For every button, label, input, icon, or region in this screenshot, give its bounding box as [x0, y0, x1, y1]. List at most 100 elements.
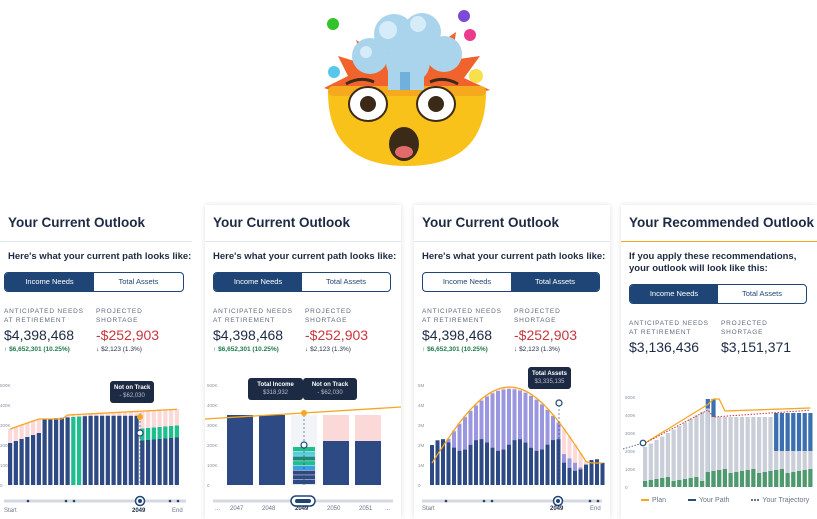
trajectory-line: [644, 409, 811, 444]
bar-path: [227, 415, 253, 485]
path-marker: [639, 439, 647, 447]
needs-value: $4,398,468: [213, 327, 284, 343]
view-toggle: Income Needs Total Assets: [422, 272, 600, 292]
bar-path: [688, 419, 693, 487]
bar-income: [479, 439, 484, 485]
view-toggle: Income Needs Total Assets: [213, 272, 391, 292]
axis-tick-label: 300K: [207, 423, 218, 428]
scrub-year-label: 2049: [550, 506, 564, 512]
scrub-end-label: End: [172, 508, 183, 514]
bar-green: [808, 469, 813, 487]
bar-green: [796, 471, 802, 487]
shortage-label: PROJECTED SHORTAGE: [96, 308, 143, 324]
arrow-up-icon: ↑: [213, 346, 219, 353]
bar-income: [545, 444, 550, 485]
timeline-scrubber[interactable]: [205, 495, 401, 519]
bar-income: [567, 467, 572, 485]
bar-path: [174, 437, 179, 485]
scrub-year-label: 2047: [230, 506, 244, 512]
tab-total-assets[interactable]: Total Assets: [511, 273, 599, 291]
history-line: [622, 442, 644, 450]
bar-path: [762, 417, 767, 487]
axis-tick-label: 500K: [207, 383, 218, 388]
tab-income-needs[interactable]: Income Needs: [442, 277, 492, 286]
bar-assets: [540, 404, 544, 485]
tab-income-needs[interactable]: Income Needs: [214, 273, 302, 291]
tab-total-assets[interactable]: Total Assets: [741, 289, 783, 298]
income-chart-bars: 500K 400K 300K 200K 100K 0: [0, 383, 179, 488]
bar-green: [757, 473, 762, 487]
bar-path: [808, 417, 813, 487]
bar-path: [42, 419, 47, 485]
shortage-delta: ↓ $2,123 (1.3%): [514, 346, 560, 353]
bar-path: [751, 417, 756, 487]
bar-income: [584, 464, 588, 485]
shortage-label: PROJECTED SHORTAGE: [721, 320, 768, 336]
bar-income: [578, 469, 583, 485]
bar-income: [551, 440, 555, 485]
path-marker: [555, 399, 563, 407]
bar-assets: [523, 392, 528, 485]
axis-tick-label: 5M: [418, 383, 425, 388]
bar-path: [25, 437, 30, 485]
bar-path: [146, 440, 151, 485]
panel-subtitle: If you apply these recommendations, your…: [629, 251, 797, 274]
bar-path: [117, 415, 122, 485]
bar-green: [768, 471, 773, 487]
bar-path: [48, 418, 53, 485]
scrub-year-label: 2049: [132, 508, 146, 514]
bar-path: [151, 439, 156, 485]
bar-income: [501, 449, 506, 485]
bar-green: [745, 470, 750, 487]
needs-delta: ↑ $6,652,301 (10.25%): [422, 346, 488, 353]
bar-income: [490, 447, 495, 485]
bar-income: [474, 440, 478, 485]
panel-title: Your Current Outlook: [422, 215, 559, 230]
axis-tick-label: 500K: [0, 383, 11, 388]
tab-total-assets[interactable]: Total Assets: [118, 277, 159, 286]
bar-income: [468, 444, 473, 485]
recommended-chart: 500K 400K 300K 200K 100K 0: [622, 395, 813, 489]
shortage-label: PROJECTED SHORTAGE: [305, 308, 352, 324]
axis-tick-label: 0: [207, 483, 210, 488]
axis-tick-label: 200K: [625, 449, 636, 454]
bar-path: [694, 415, 699, 487]
axis-tick-label: 2M: [418, 443, 425, 448]
panel-subtitle: Here's what your current path looks like…: [8, 251, 192, 262]
tab-income-needs[interactable]: Income Needs: [5, 273, 94, 291]
bar-path: [100, 415, 105, 485]
bar-path: [36, 433, 41, 485]
bar-path: [643, 447, 648, 487]
bar-income: [595, 459, 599, 485]
timeline-scrubber[interactable]: [0, 495, 192, 519]
tab-income-needs[interactable]: Income Needs: [630, 285, 718, 303]
chart-legend: Plan Your Path Your Trajectory: [641, 497, 817, 504]
bar-income: [452, 447, 456, 485]
bar-green: [791, 472, 796, 487]
bar-path: [134, 415, 139, 485]
bar-path: [774, 417, 779, 487]
bar-path: [140, 440, 145, 485]
path-marker: [300, 441, 308, 449]
bar-path: [71, 417, 76, 485]
scrub-end-label: End: [590, 506, 601, 512]
needs-label: ANTICIPATED NEEDS AT RETIREMENT: [213, 308, 293, 324]
bar-path: [785, 417, 790, 487]
bar-green: [711, 471, 716, 487]
bar-green: [779, 469, 784, 487]
bar-path: [654, 440, 659, 487]
bar-assets: [529, 395, 533, 485]
bar-teal: [151, 427, 156, 440]
bar-green: [774, 470, 779, 487]
path-marker: [136, 429, 144, 437]
timeline-scrubber[interactable]: [414, 495, 610, 519]
bar-path: [779, 417, 784, 487]
axis-tick-label: 4M: [418, 403, 425, 408]
tab-total-assets[interactable]: Total Assets: [325, 277, 367, 286]
arrow-down-icon: ↓: [305, 346, 311, 353]
bar-path: [355, 441, 381, 485]
view-toggle: Income Needs Total Assets: [4, 272, 184, 292]
legend-your-trajectory: Your Trajectory: [751, 497, 817, 504]
bar-green: [762, 472, 767, 487]
axis-tick-label: 100K: [0, 463, 11, 468]
